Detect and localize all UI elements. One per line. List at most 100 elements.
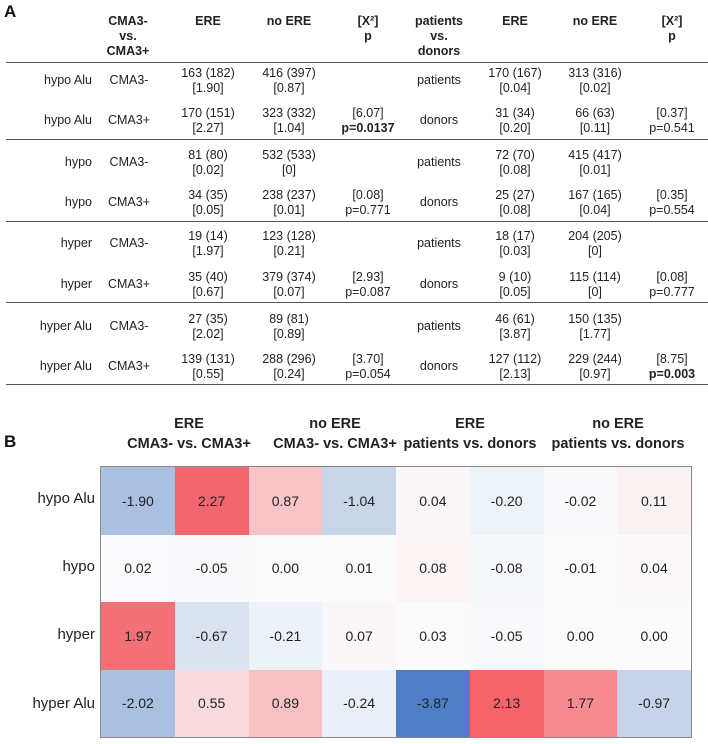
col-group-3: ERE patients vs. donors bbox=[403, 416, 537, 452]
table-cell-x: [0.08] p=0.771 bbox=[345, 188, 391, 217]
table-cell-n: 167 (165) [0.04] bbox=[568, 188, 622, 217]
heatmap-cell: 2.13 bbox=[469, 669, 544, 737]
heatmap-cell: 0.01 bbox=[322, 534, 396, 602]
table-cell-n: 115 (114) [0] bbox=[569, 270, 621, 299]
heatmap-cell: 0.55 bbox=[174, 669, 249, 737]
table-cell-ere: 34 (35) [0.05] bbox=[188, 188, 228, 217]
table-cell-grp: patients bbox=[417, 319, 461, 333]
table-cell-ere: 81 (80) [0.02] bbox=[188, 148, 228, 177]
header-ere-1: ERE bbox=[195, 14, 221, 28]
table-cell-ere: 163 (182) [1.90] bbox=[181, 66, 235, 95]
panel-b-label: B bbox=[4, 432, 17, 451]
heatmap-cell: -0.05 bbox=[174, 534, 249, 602]
table-cell-label: hypo bbox=[64, 155, 92, 169]
header-patients-donors: patients vs. donors bbox=[415, 14, 463, 58]
table-cell-label: hypo Alu bbox=[44, 73, 92, 87]
table-cell-grp: patients bbox=[417, 236, 461, 250]
panel-a-label: A bbox=[4, 2, 17, 21]
header-chi-p-2: [X²] p bbox=[661, 14, 683, 43]
table-cell-n: 66 (63) [0.11] bbox=[575, 106, 615, 135]
table-cell-y: [0.37] p=0.541 bbox=[649, 106, 695, 135]
table-cell-noere: 379 (374) [0.07] bbox=[262, 270, 316, 299]
row-label-hyper-alu: hyper Alu bbox=[32, 695, 95, 712]
table-cell-label: hyper Alu bbox=[39, 319, 92, 333]
table-cell-cma: CMA3+ bbox=[107, 277, 151, 291]
heatmap-cell: -1.90 bbox=[101, 467, 175, 535]
heatmap-cell: 0.04 bbox=[617, 534, 691, 602]
row-label-hyper: hyper bbox=[57, 626, 95, 643]
table-cell-cma: CMA3+ bbox=[107, 195, 151, 209]
table-cell-label: hyper Alu bbox=[39, 359, 92, 373]
heatmap-cell: 0.87 bbox=[248, 467, 323, 535]
heatmap-cell: 0.00 bbox=[543, 602, 618, 670]
table-cell-y: [0.35] p=0.554 bbox=[649, 188, 695, 217]
header-cma3: CMA3- vs. CMA3+ bbox=[106, 14, 150, 58]
heatmap-cell: -0.01 bbox=[543, 534, 618, 602]
header-chi-p-1: [X²] p bbox=[357, 14, 379, 43]
table-cell-label: hyper bbox=[60, 236, 92, 250]
table-cell-grp: donors bbox=[419, 113, 459, 127]
table-cell-noere: 89 (81) [0.89] bbox=[269, 312, 309, 341]
header-no-ere-2: no ERE bbox=[572, 14, 618, 28]
table-cell-noere: 288 (296) [0.24] bbox=[262, 352, 316, 381]
table-cell-noere: 416 (397) [0.87] bbox=[262, 66, 316, 95]
heatmap-cell: -0.67 bbox=[174, 602, 249, 670]
heatmap-cell: -0.21 bbox=[248, 602, 323, 670]
heatmap-cell: 0.00 bbox=[617, 602, 691, 670]
table-rule-3 bbox=[6, 302, 708, 303]
table-cell-grp: donors bbox=[419, 277, 459, 291]
table-cell-noere: 323 (332) [1.04] bbox=[262, 106, 316, 135]
heatmap-cell: 0.07 bbox=[322, 602, 396, 670]
heatmap-cell: -1.04 bbox=[322, 467, 396, 535]
heatmap-cell: -0.20 bbox=[469, 467, 544, 535]
heatmap-cell: -3.87 bbox=[396, 669, 470, 737]
table-cell-e: 31 (34) [0.20] bbox=[495, 106, 535, 135]
table-cell-noere: 123 (128) [0.21] bbox=[262, 229, 316, 258]
heatmap-cell: 1.97 bbox=[101, 602, 175, 670]
row-label-hypo: hypo bbox=[62, 558, 95, 575]
table-cell-cma: CMA3+ bbox=[107, 359, 151, 373]
heatmap-cell: -0.97 bbox=[617, 669, 691, 737]
heatmap-cell: 0.03 bbox=[396, 602, 470, 670]
table-cell-y: [8.75] p=0.003 bbox=[648, 352, 696, 381]
heatmap-cell: -2.02 bbox=[101, 669, 175, 737]
row-label-hypo-alu: hypo Alu bbox=[37, 490, 95, 507]
col-group-2: no ERE CMA3- vs. CMA3+ bbox=[273, 416, 397, 452]
table-cell-grp: patients bbox=[417, 73, 461, 87]
table-cell-label: hyper bbox=[60, 277, 92, 291]
table-cell-label: hypo bbox=[64, 195, 92, 209]
table-cell-grp: patients bbox=[417, 155, 461, 169]
table-rule-2 bbox=[6, 221, 708, 222]
table-cell-cma: CMA3- bbox=[109, 73, 149, 87]
table-cell-ere: 139 (131) [0.55] bbox=[181, 352, 235, 381]
heatmap-cell: -0.05 bbox=[469, 602, 544, 670]
table-cell-ere: 35 (40) [0.67] bbox=[188, 270, 228, 299]
table-cell-e: 72 (70) [0.08] bbox=[495, 148, 535, 177]
table-cell-x: [6.07] p=0.0137 bbox=[341, 106, 395, 135]
table-cell-e: 9 (10) [0.05] bbox=[498, 270, 532, 299]
heatmap-cell: 0.04 bbox=[396, 467, 470, 535]
heatmap-cell: 0.02 bbox=[101, 534, 175, 602]
heatmap-cell: 0.89 bbox=[248, 669, 323, 737]
table-cell-e: 18 (17) [0.03] bbox=[495, 229, 535, 258]
table-cell-cma: CMA3- bbox=[109, 319, 149, 333]
table-cell-e: 170 (167) [0.04] bbox=[488, 66, 542, 95]
table-cell-x: [2.93] p=0.087 bbox=[345, 270, 391, 299]
table-cell-ere: 170 (151) [2.27] bbox=[181, 106, 235, 135]
table-rule-top bbox=[6, 62, 708, 63]
heatmap-cell: 0.08 bbox=[396, 534, 470, 602]
heatmap-cell: 2.27 bbox=[174, 467, 249, 535]
table-cell-ere: 27 (35) [2.02] bbox=[188, 312, 228, 341]
table-cell-grp: donors bbox=[419, 359, 459, 373]
heatmap-cell: 1.77 bbox=[543, 669, 618, 737]
table-cell-x: [3.70] p=0.054 bbox=[345, 352, 391, 381]
table-cell-n: 204 (205) [0] bbox=[568, 229, 622, 258]
table-cell-label: hypo Alu bbox=[44, 113, 92, 127]
heatmap: -1.90 2.27 0.87 -1.04 0.04 -0.20 -0.02 0.11 0.02… bbox=[100, 466, 692, 738]
table-cell-e: 127 (112) [2.13] bbox=[488, 352, 542, 381]
heatmap-cell: 0.00 bbox=[248, 534, 323, 602]
table-cell-n: 229 (244) [0.97] bbox=[568, 352, 622, 381]
table-cell-noere: 238 (237) [0.01] bbox=[262, 188, 316, 217]
table-cell-cma: CMA3- bbox=[109, 155, 149, 169]
table-cell-ere: 19 (14) [1.97] bbox=[188, 229, 228, 258]
